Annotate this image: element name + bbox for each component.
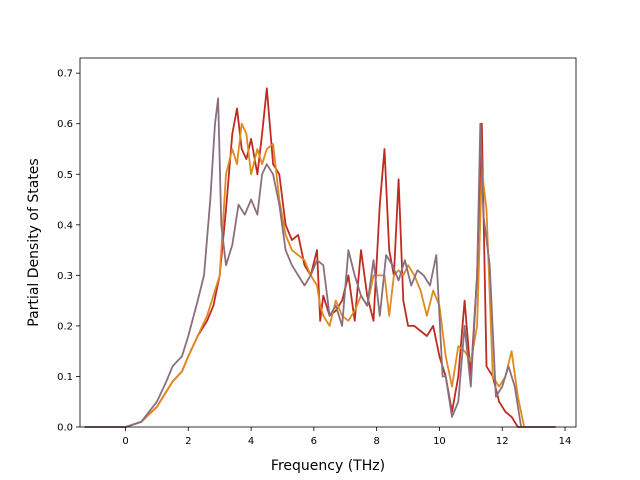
x-tick-label: 14 bbox=[559, 436, 572, 447]
y-tick-label: 0.7 bbox=[57, 69, 73, 80]
y-axis-label: Partial Density of States bbox=[26, 158, 42, 326]
y-tick-label: 0.4 bbox=[57, 220, 73, 231]
y-tick-label: 0.0 bbox=[57, 423, 73, 434]
y-tick-label: 0.3 bbox=[57, 271, 73, 282]
x-tick-label: 8 bbox=[373, 436, 379, 447]
x-tick-label: 0 bbox=[122, 436, 128, 447]
x-tick-label: 12 bbox=[496, 436, 509, 447]
x-axis: 0 2 4 6 8 10 12 14 bbox=[122, 427, 571, 447]
series-line-1 bbox=[84, 87, 556, 428]
x-tick-label: 10 bbox=[433, 436, 446, 447]
y-axis: 0.0 0.1 0.2 0.3 0.4 0.5 0.6 0.7 bbox=[57, 69, 80, 434]
y-tick-label: 0.5 bbox=[57, 170, 73, 181]
x-tick-label: 4 bbox=[248, 436, 254, 447]
axes-frame bbox=[79, 57, 577, 428]
y-tick-label: 0.6 bbox=[57, 119, 73, 130]
plot-area bbox=[84, 87, 556, 428]
y-tick-label: 0.1 bbox=[57, 372, 73, 383]
series-line-3 bbox=[84, 97, 556, 428]
x-tick-label: 2 bbox=[185, 436, 191, 447]
x-axis-label: Frequency (THz) bbox=[271, 458, 385, 474]
x-tick-label: 6 bbox=[311, 436, 317, 447]
y-tick-label: 0.2 bbox=[57, 321, 73, 332]
